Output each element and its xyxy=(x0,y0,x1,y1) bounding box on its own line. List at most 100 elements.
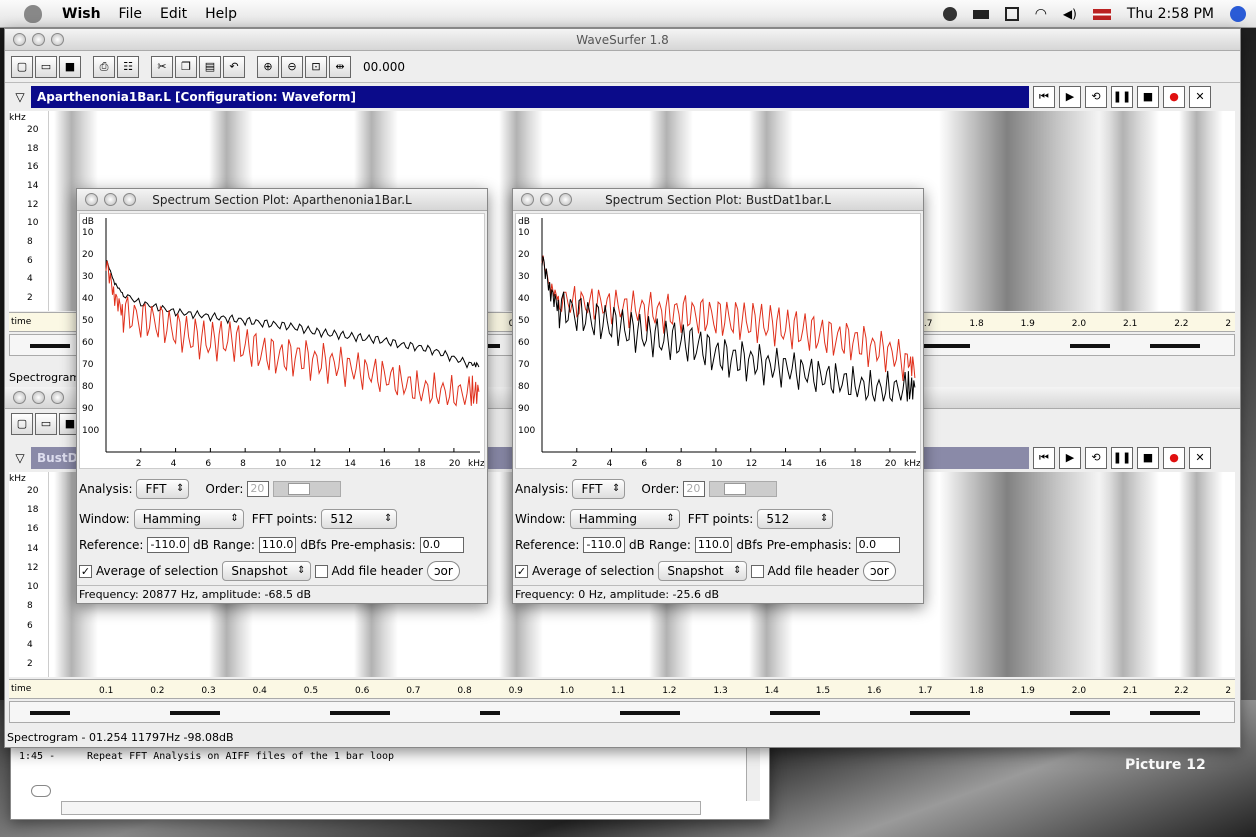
reference-field[interactable]: -110.0 xyxy=(583,537,625,553)
x-tick-label: 6 xyxy=(641,459,647,469)
volume-icon[interactable]: ◀) xyxy=(1062,7,1077,21)
add-header-checkbox[interactable] xyxy=(314,564,328,578)
close-track-icon[interactable]: ✕ xyxy=(1189,86,1211,108)
fft-points-select[interactable]: 512 xyxy=(321,509,398,529)
zoom-icon[interactable] xyxy=(51,391,64,404)
waveform-burst xyxy=(30,344,70,348)
pause-icon[interactable]: ❚❚ xyxy=(1111,447,1133,469)
fft-points-select[interactable]: 512 xyxy=(757,509,834,529)
record-icon[interactable]: ● xyxy=(1163,86,1185,108)
pre-emphasis-field[interactable]: 0.0 xyxy=(419,537,464,553)
minimize-icon[interactable] xyxy=(104,193,117,206)
order-field[interactable]: 20 xyxy=(247,481,270,497)
play-icon[interactable]: ▶ xyxy=(1059,86,1081,108)
app-menu[interactable]: Wish xyxy=(62,5,101,22)
range-label: Range: xyxy=(212,538,255,552)
pre-emphasis-field[interactable]: 0.0 xyxy=(855,537,900,553)
desktop-file-label[interactable]: Picture 12 xyxy=(1125,757,1206,773)
new-file-icon[interactable]: ▢ xyxy=(11,55,33,78)
track2-collapse-icon[interactable]: ▽ xyxy=(9,447,31,469)
display-icon[interactable] xyxy=(1004,7,1019,21)
copy-icon[interactable]: ❐ xyxy=(175,55,197,78)
flag-icon[interactable] xyxy=(1092,8,1111,20)
zoom-icon[interactable] xyxy=(123,193,136,206)
close-icon[interactable] xyxy=(13,33,26,46)
record-icon[interactable]: ● xyxy=(1163,447,1185,469)
reference-field[interactable]: -110.0 xyxy=(147,537,189,553)
wifi-icon[interactable]: ◠ xyxy=(1034,6,1047,22)
stop-icon[interactable]: ■ xyxy=(1137,447,1159,469)
notes-bottom-scrollbar[interactable] xyxy=(61,801,701,815)
status-dot-icon[interactable] xyxy=(942,7,957,21)
window-select[interactable]: Hamming xyxy=(569,509,680,529)
close-track-icon[interactable]: ✕ xyxy=(1189,447,1211,469)
notes-text[interactable]: Repeat FFT Analysis on AIFF files of the… xyxy=(87,751,395,762)
notes-scrollbar[interactable] xyxy=(746,741,760,801)
add-header-checkbox[interactable] xyxy=(750,564,764,578)
menu-help[interactable]: Help xyxy=(205,5,238,22)
y-tick-label: 50 xyxy=(518,316,530,326)
range-field[interactable]: 110.0 xyxy=(258,537,297,553)
analysis-select[interactable]: FFT xyxy=(136,479,190,499)
y-axis-title: dB xyxy=(518,217,530,227)
close-icon[interactable] xyxy=(521,193,534,206)
export-button[interactable]: ɔor xyxy=(426,561,460,581)
average-checkbox[interactable]: ✓ xyxy=(79,564,92,578)
stop-icon[interactable]: ■ xyxy=(1137,86,1159,108)
battery-icon[interactable] xyxy=(972,9,989,19)
open-folder-icon[interactable]: ▭ xyxy=(35,413,57,435)
print-icon[interactable]: ⎙ xyxy=(93,55,115,78)
series-line xyxy=(541,256,916,403)
menu-clock[interactable]: Thu 2:58 PM xyxy=(1126,6,1214,22)
loop-play-icon[interactable]: ⟲ xyxy=(1085,86,1107,108)
play-icon[interactable]: ▶ xyxy=(1059,447,1081,469)
frequency-tick: 20 xyxy=(27,486,39,496)
save-disk-icon[interactable]: ■ xyxy=(59,55,81,78)
order-slider[interactable] xyxy=(273,481,342,497)
zoom-icon[interactable] xyxy=(51,33,64,46)
zoom-full-icon[interactable]: ⇹ xyxy=(329,55,351,78)
time-tick-label: 1.7 xyxy=(918,319,933,329)
waveform-burst xyxy=(910,711,970,715)
window-select[interactable]: Hamming xyxy=(133,509,244,529)
zoom-selection-icon[interactable]: ⊡ xyxy=(305,55,327,78)
spectrum-plot[interactable]: dB 10 20 30 40 50 60 70 80 90 100 2 4 6 8 10 12 14 16 18 20 k… xyxy=(79,213,485,469)
notes-hscroll-thumb[interactable] xyxy=(31,785,51,797)
analysis-select[interactable]: FFT xyxy=(572,479,626,499)
menu-edit[interactable]: Edit xyxy=(159,5,188,22)
properties-icon[interactable]: ☷ xyxy=(117,55,139,78)
cut-icon[interactable]: ✂ xyxy=(151,55,173,78)
spectrum-plot[interactable]: dB 10 20 30 40 50 60 70 80 90 100 2 4 6 8 10 12 14 16 18 20 k… xyxy=(515,213,921,469)
track2-waveform-scroller[interactable] xyxy=(9,701,1235,723)
export-button[interactable]: ɔor xyxy=(862,561,896,581)
snapshot-select[interactable]: Snapshot xyxy=(658,561,747,581)
spotlight-icon[interactable] xyxy=(1230,6,1246,22)
loop-play-icon[interactable]: ⟲ xyxy=(1085,447,1107,469)
rewind-icon[interactable]: ⏮ xyxy=(1033,447,1055,469)
minimize-icon[interactable] xyxy=(32,33,45,46)
y-tick-label: 10 xyxy=(518,228,530,238)
track1-collapse-icon[interactable]: ▽ xyxy=(9,86,31,108)
minimize-icon[interactable] xyxy=(32,391,45,404)
rewind-icon[interactable]: ⏮ xyxy=(1033,86,1055,108)
close-icon[interactable] xyxy=(85,193,98,206)
menu-file[interactable]: File xyxy=(118,5,142,22)
x-tick-label: 10 xyxy=(711,459,723,469)
snapshot-select[interactable]: Snapshot xyxy=(222,561,311,581)
spectrum-title: Spectrum Section Plot: Aparthenonia1Bar.… xyxy=(152,193,412,207)
paste-icon[interactable]: ▤ xyxy=(199,55,221,78)
pause-icon[interactable]: ❚❚ xyxy=(1111,86,1133,108)
apple-icon[interactable] xyxy=(24,4,42,23)
zoom-icon[interactable] xyxy=(559,193,572,206)
zoom-out-icon[interactable]: ⊖ xyxy=(281,55,303,78)
undo-icon[interactable]: ↶ xyxy=(223,55,245,78)
range-field[interactable]: 110.0 xyxy=(694,537,733,553)
order-slider[interactable] xyxy=(709,481,778,497)
order-field[interactable]: 20 xyxy=(683,481,706,497)
minimize-icon[interactable] xyxy=(540,193,553,206)
new-file-icon[interactable]: ▢ xyxy=(11,413,33,435)
open-folder-icon[interactable]: ▭ xyxy=(35,55,57,78)
close-icon[interactable] xyxy=(13,391,26,404)
average-checkbox[interactable]: ✓ xyxy=(515,564,528,578)
zoom-in-icon[interactable]: ⊕ xyxy=(257,55,279,78)
